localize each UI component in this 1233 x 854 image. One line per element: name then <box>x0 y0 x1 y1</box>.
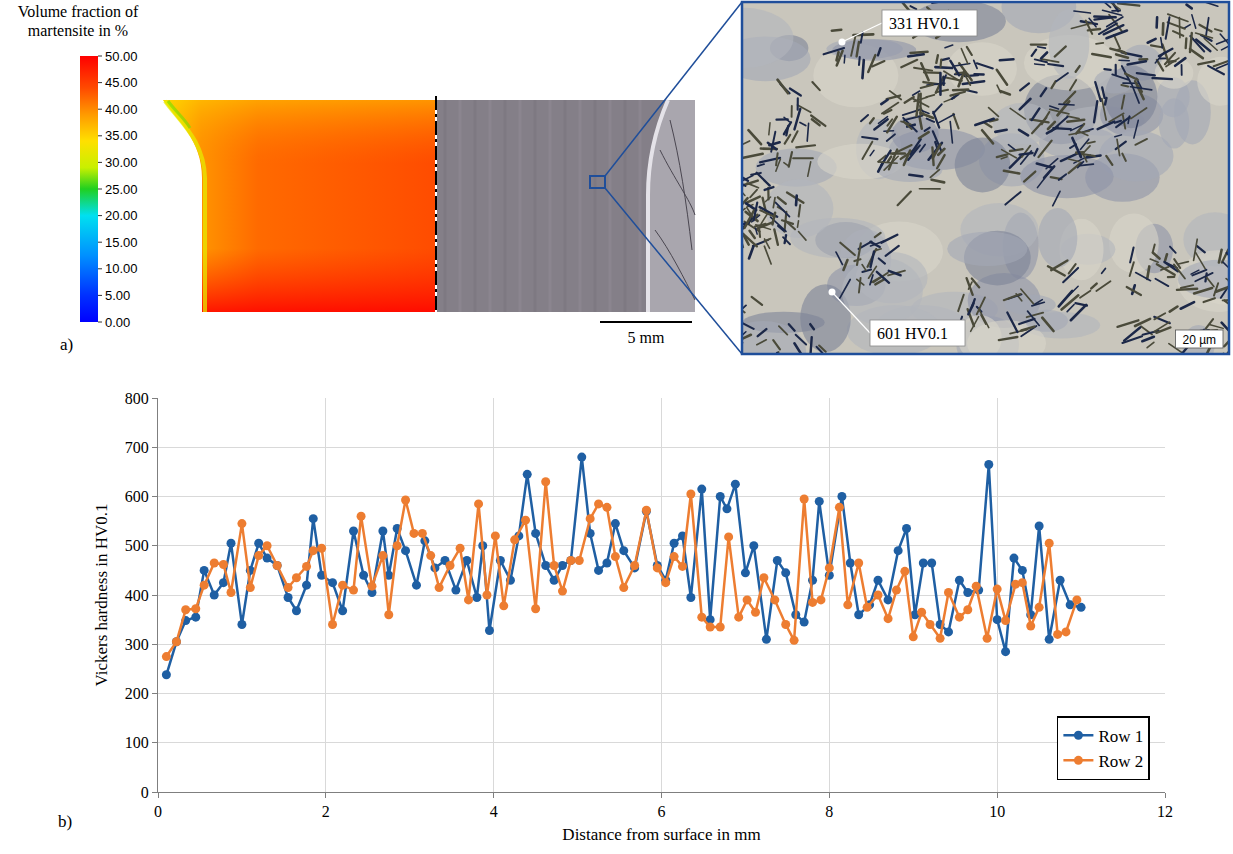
svg-text:100: 100 <box>125 734 149 751</box>
html-text:b): b) <box>58 812 73 831</box>
svg-text:40.00: 40.00 <box>105 102 138 117</box>
svg-text:15.00: 15.00 <box>105 235 138 250</box>
svg-text:0: 0 <box>141 784 149 801</box>
svg-text:6: 6 <box>658 803 666 820</box>
svg-text:400: 400 <box>125 587 149 604</box>
svg-text:Row 2: Row 2 <box>1098 752 1143 771</box>
svg-text:Row 1: Row 1 <box>1098 727 1143 746</box>
svg-text:2: 2 <box>322 803 330 820</box>
svg-text:Distance from surface in mm: Distance from surface in mm <box>562 825 760 844</box>
svg-text:601 HV0.1: 601 HV0.1 <box>877 325 948 342</box>
svg-text:25.00: 25.00 <box>105 182 138 197</box>
svg-text:30.00: 30.00 <box>105 155 138 170</box>
svg-text:50.00: 50.00 <box>105 49 138 64</box>
svg-text:Vickers hardness in HV0.1: Vickers hardness in HV0.1 <box>92 503 111 686</box>
svg-text:700: 700 <box>125 439 149 456</box>
svg-text:12: 12 <box>1157 803 1173 820</box>
svg-text:8: 8 <box>825 803 833 820</box>
svg-text:0: 0 <box>154 803 162 820</box>
svg-text:10.00: 10.00 <box>105 261 138 276</box>
svg-text:800: 800 <box>125 390 149 407</box>
svg-text:0.00: 0.00 <box>105 315 130 330</box>
svg-text:600: 600 <box>125 488 149 505</box>
svg-text:5.00: 5.00 <box>105 288 130 303</box>
svg-text:10: 10 <box>989 803 1005 820</box>
svg-text:500: 500 <box>125 537 149 554</box>
svg-text:4: 4 <box>490 803 498 820</box>
svg-text:331 HV0.1: 331 HV0.1 <box>889 15 960 32</box>
svg-text:20 µm: 20 µm <box>1182 333 1216 347</box>
html-text:Volume fraction of martensite: Volume fraction of martensite in % <box>17 3 139 39</box>
svg-text:300: 300 <box>125 636 149 653</box>
svg-text:200: 200 <box>125 685 149 702</box>
svg-text:20.00: 20.00 <box>105 208 138 223</box>
svg-text:a): a) <box>60 335 73 354</box>
svg-text:45.00: 45.00 <box>105 75 138 90</box>
svg-text:5 mm: 5 mm <box>628 329 665 346</box>
svg-text:35.00: 35.00 <box>105 128 138 143</box>
